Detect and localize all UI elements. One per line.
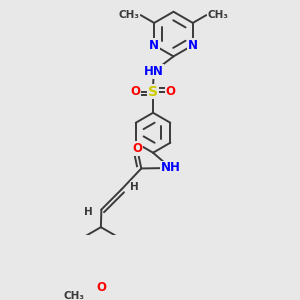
Text: CH₃: CH₃ — [119, 10, 140, 20]
Text: O: O — [96, 280, 106, 294]
Text: NH: NH — [161, 161, 181, 175]
Text: S: S — [148, 85, 158, 99]
Text: N: N — [188, 39, 198, 52]
Text: H: H — [130, 182, 139, 192]
Text: O: O — [132, 142, 142, 155]
Text: O: O — [166, 85, 176, 98]
Text: CH₃: CH₃ — [207, 10, 228, 20]
Text: HN: HN — [144, 65, 164, 78]
Text: N: N — [149, 39, 159, 52]
Text: H: H — [84, 207, 93, 218]
Text: CH₃: CH₃ — [64, 291, 85, 300]
Text: O: O — [130, 85, 140, 98]
